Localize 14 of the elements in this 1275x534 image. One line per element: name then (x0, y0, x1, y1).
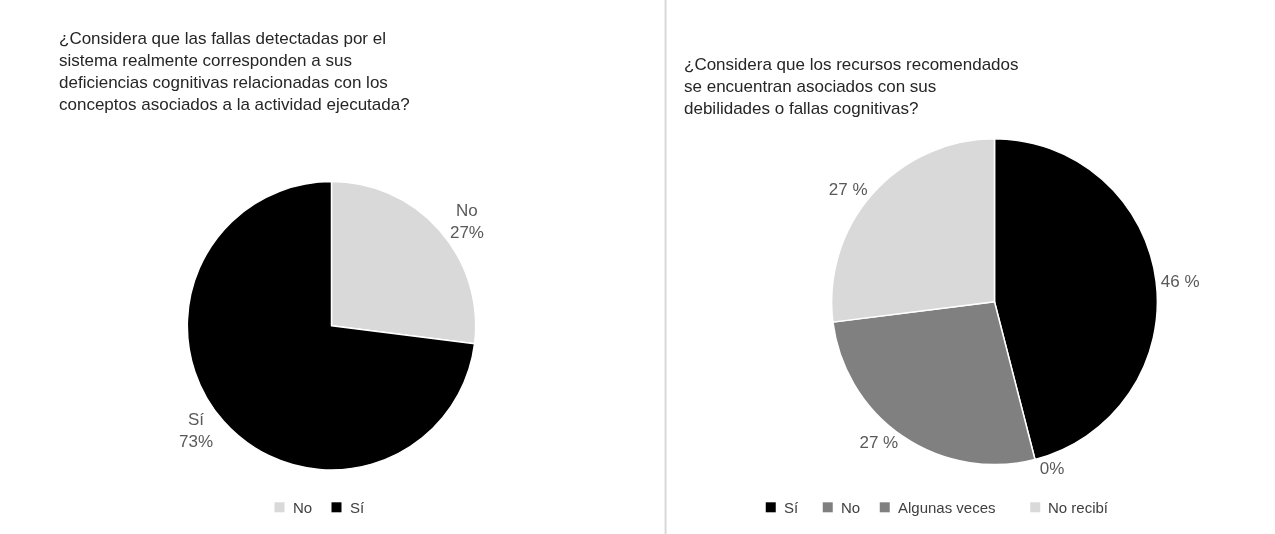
data-label: Sí 73% (179, 409, 214, 451)
legend-label: No recibí (1048, 499, 1109, 516)
chart-title: ¿Considera que las fallas detectadas por el sistema realmente corresponden a sus deficiencias cognitivas relacionadas con los conceptos asociados a la actividad ejecutada? (59, 29, 410, 115)
legend-label: Algunas veces (898, 499, 996, 516)
legend-label: Sí (784, 499, 799, 516)
text: 0% (1039, 458, 1065, 478)
data-label: 27 % (828, 180, 868, 200)
legend-label: No (841, 499, 861, 516)
data-label: No 27% (449, 200, 484, 242)
legend-label: Sí (350, 499, 365, 516)
data-label: 27 % (859, 433, 899, 453)
legend-label: No (293, 499, 313, 516)
chart-title: ¿Considera que los recursos recomendados se encuentran asociados con sus debilidades o fallas cognitivas? (684, 55, 1019, 119)
data-label: 46 % (1160, 271, 1200, 291)
